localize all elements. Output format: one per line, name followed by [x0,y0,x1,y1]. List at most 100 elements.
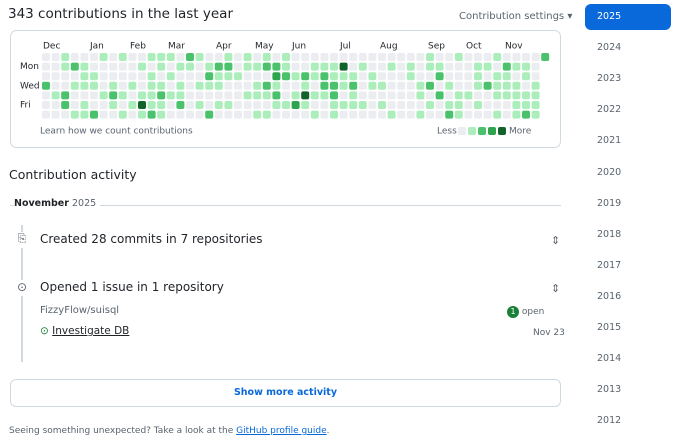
day-cell [186,81,194,90]
day-cell [90,101,98,109]
day-cell [368,72,377,81]
day-cell [109,62,118,71]
day-cell [310,101,319,109]
day-cell [339,91,348,100]
issue[interactable]: ⊙ Investigate DB [40,325,129,337]
day-cell [330,53,338,61]
day-cell [138,62,146,71]
day-cell [262,72,271,81]
day-cell [157,91,166,100]
day-cell [464,101,473,109]
day-cell [51,72,60,81]
issue-title[interactable]: Investigate DB [52,325,130,337]
day-cell [109,81,118,90]
day-cell [205,62,214,71]
day-cell [214,62,223,71]
year-link[interactable]: 2020 [597,166,622,178]
day-cell [502,62,511,71]
day-cell [339,110,348,119]
year-link[interactable]: 2023 [597,73,622,85]
day-cell [253,81,262,90]
year-link[interactable]: 2014 [597,353,622,365]
day-cell [80,72,89,81]
day-cell [147,62,156,71]
day-cell [186,72,194,81]
year-link[interactable]: 2016 [597,290,622,302]
day-cell [291,81,300,90]
day-cell [128,81,137,90]
day-cell [128,72,137,81]
repo[interactable]: FizzyFlow/suisql [40,305,120,316]
day-cell [464,81,473,90]
settings[interactable]: Contribution settings ▾ [459,11,573,22]
day-cell [99,101,108,109]
month-label: Jun [291,42,306,52]
day-cell [368,101,377,109]
month-label: Aug [380,42,398,52]
day-cell [80,101,89,109]
year-link[interactable]: 2013 [597,384,622,396]
day-cell [282,72,290,81]
year-link[interactable]: 2021 [597,135,622,147]
year-link[interactable]: 2017 [597,259,622,271]
day-cell [445,110,454,119]
day-cell [234,101,242,109]
day-cell [378,110,386,119]
day-cell [214,110,223,119]
day-cell [349,81,358,90]
day-cell [464,91,473,100]
year-link[interactable]: 2019 [597,197,622,209]
collapse[interactable]: ⇕ [551,282,561,295]
show-more[interactable]: Show more activity [10,379,561,407]
footer: Seeing something unexpected? Take a look… [9,426,330,436]
day-cell [109,72,118,81]
day-cell [90,62,98,71]
year-link[interactable]: 2025 [585,4,671,30]
day-cell [474,72,482,81]
day-cell [483,91,492,100]
day-cell [330,110,338,119]
day-cell [435,62,444,71]
collapse[interactable]: ⇕ [551,234,561,247]
day-cell [387,72,396,81]
day-cell [416,110,425,119]
day-cell [291,62,300,71]
day-cell [512,62,521,71]
day-cell [474,110,482,119]
guide-link[interactable]: GitHub profile guide [236,426,327,436]
legend-swatch [478,127,486,135]
day-cell [147,91,156,100]
day-cell [378,101,386,109]
day-cell [61,91,70,100]
commits-summary[interactable]: Created 28 commits in 7 repositories [40,232,263,246]
day-cell [224,91,233,100]
learn-link[interactable]: Learn how we count contributions [40,127,193,137]
day-cell [406,110,415,119]
month-label: Dec [43,42,60,52]
settings-text[interactable]: Contribution settings [459,11,565,22]
day-cell [339,53,348,61]
year-link[interactable]: 2022 [597,104,622,116]
day-cell [512,81,521,90]
year-link[interactable]: 2024 [597,42,622,54]
day-cell [128,91,137,100]
year-link[interactable]: 2018 [597,228,622,240]
year-link[interactable]: 2015 [597,322,622,333]
day-cell [138,101,146,109]
day-cell [51,53,60,61]
day-cell [214,72,223,81]
legend-less: Less [437,127,457,137]
day-cell [301,101,310,109]
day-cell [42,81,50,90]
issues-summary[interactable]: Opened 1 issue in 1 repository [40,280,224,294]
year-link[interactable]: 2012 [597,415,622,427]
day-cell [320,110,329,119]
day-cell [330,62,338,71]
day-cell [483,81,492,90]
day-cell [387,81,396,90]
day-cell [109,91,118,100]
day-cell [166,101,175,109]
day-cell [320,91,329,100]
day-cell [138,53,146,61]
day-cell [138,72,146,81]
